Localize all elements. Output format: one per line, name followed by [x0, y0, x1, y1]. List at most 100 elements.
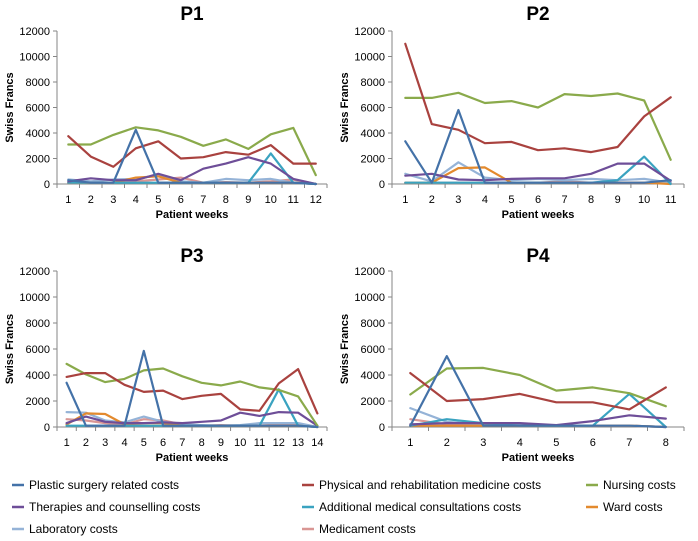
legend-label: Physical and rehabilitation medicine cos… — [319, 478, 541, 492]
legend-item-nursing-costs: Nursing costs — [586, 478, 676, 492]
x-tick-label: 9 — [218, 437, 224, 449]
y-tick-label: 0 — [379, 179, 385, 191]
series-line-physical-and-rehabilitation-medicine-costs — [67, 135, 317, 168]
x-tick-label: 8 — [223, 194, 229, 206]
x-tick-label: 11 — [665, 194, 676, 206]
panel-title: P2 — [526, 4, 549, 25]
series-line-plastic-surgery-related-costs — [67, 128, 317, 186]
series-line-physical-and-rehabilitation-medicine-costs — [409, 372, 667, 411]
legend-item-additional-medical-consultations-costs: Additional medical consultations costs — [302, 500, 521, 514]
legend-item-laboratory-costs: Laboratory costs — [12, 522, 118, 536]
x-tick-label: 7 — [200, 194, 206, 206]
y-tick-label: 8000 — [26, 318, 50, 330]
y-tick-label: 8000 — [361, 77, 385, 89]
panel-p2: P2 0 2000 4000 6000 8000 10000 12000 1 2 3 4 5 6 7 8 9 10… — [339, 4, 685, 221]
series-line-plastic-surgery-related-costs — [65, 349, 319, 429]
y-axis-label: Swiss Francs — [4, 72, 16, 142]
x-tick-label: 8 — [588, 194, 594, 206]
legend-label: Ward costs — [603, 500, 663, 514]
y-tick-label: 4000 — [26, 370, 50, 382]
legend-label: Nursing costs — [603, 478, 676, 492]
legend-label: Therapies and counselling costs — [29, 500, 200, 514]
x-tick-label: 11 — [254, 437, 265, 449]
legend-label: Medicament costs — [319, 522, 416, 536]
x-tick-label: 4 — [517, 437, 523, 449]
x-tick-label: 1 — [65, 194, 71, 206]
x-tick-label: 1 — [64, 437, 70, 449]
x-tick-label: 6 — [178, 194, 184, 206]
series-line-therapies-and-counselling-costs — [65, 411, 319, 427]
y-tick-label: 6000 — [361, 103, 385, 115]
x-axis-label: Patient weeks — [156, 452, 229, 464]
y-tick-label: 0 — [379, 422, 385, 434]
series-line-therapies-and-counselling-costs — [409, 414, 667, 427]
y-tick-label: 0 — [44, 179, 50, 191]
x-tick-label: 11 — [288, 194, 299, 206]
legend: Plastic surgery related costs Physical an… — [12, 478, 676, 536]
x-tick-label: 2 — [444, 437, 450, 449]
x-tick-label: 8 — [199, 437, 205, 449]
y-axis-label: Swiss Francs — [339, 314, 351, 384]
series-line-physical-and-rehabilitation-medicine-costs — [65, 368, 319, 415]
y-tick-label: 12000 — [354, 266, 385, 278]
y-tick-label: 8000 — [361, 318, 385, 330]
legend-label: Additional medical consultations costs — [319, 500, 521, 514]
x-tick-label: 3 — [455, 194, 461, 206]
x-tick-label: 4 — [121, 437, 127, 449]
series-line-physical-and-rehabilitation-medicine-costs — [404, 42, 672, 154]
legend-item-plastic-surgery-related-costs: Plastic surgery related costs — [12, 478, 179, 492]
series-line-plastic-surgery-related-costs — [409, 355, 667, 429]
series-line-laboratory-costs — [404, 161, 672, 184]
x-tick-label: 7 — [626, 437, 632, 449]
x-tick-label: 1 — [402, 194, 408, 206]
x-tick-label: 2 — [83, 437, 89, 449]
y-tick-label: 6000 — [26, 344, 50, 356]
x-tick-label: 7 — [561, 194, 567, 206]
x-tick-label: 6 — [160, 437, 166, 449]
legend-item-medicament-costs: Medicament costs — [302, 522, 416, 536]
series-line-plastic-surgery-related-costs — [404, 108, 672, 184]
x-tick-label: 2 — [429, 194, 435, 206]
y-tick-label: 4000 — [361, 370, 385, 382]
panel-title: P1 — [180, 4, 204, 25]
series-line-nursing-costs — [404, 91, 672, 161]
x-axis-label: Patient weeks — [502, 452, 575, 464]
x-tick-label: 5 — [553, 437, 559, 449]
y-tick-label: 0 — [44, 422, 50, 434]
legend-item-physical-and-rehabilitation-medicine-costs: Physical and rehabilitation medicine cos… — [302, 478, 541, 492]
series-line-nursing-costs — [67, 126, 317, 177]
x-axis-label: Patient weeks — [502, 209, 575, 221]
y-tick-label: 10000 — [19, 52, 50, 64]
y-tick-label: 4000 — [361, 128, 385, 140]
y-tick-label: 2000 — [26, 154, 50, 166]
x-tick-label: 2 — [88, 194, 94, 206]
y-tick-label: 12000 — [19, 266, 50, 278]
x-tick-label: 5 — [141, 437, 147, 449]
y-tick-label: 4000 — [26, 128, 50, 140]
x-axis-label: Patient weeks — [156, 209, 229, 221]
y-tick-label: 2000 — [361, 396, 385, 408]
x-tick-label: 3 — [110, 194, 116, 206]
y-tick-label: 6000 — [361, 344, 385, 356]
x-tick-label: 6 — [535, 194, 541, 206]
x-tick-label: 1 — [407, 437, 413, 449]
x-tick-label: 13 — [292, 437, 304, 449]
legend-label: Plastic surgery related costs — [29, 478, 179, 492]
legend-item-ward-costs: Ward costs — [586, 500, 663, 514]
y-tick-label: 2000 — [361, 154, 385, 166]
x-tick-label: 12 — [273, 437, 285, 449]
x-tick-label: 7 — [179, 437, 185, 449]
x-tick-label: 4 — [133, 194, 139, 206]
x-tick-label: 5 — [155, 194, 161, 206]
y-tick-label: 8000 — [26, 77, 50, 89]
x-tick-label: 8 — [663, 437, 669, 449]
panel-title: P4 — [526, 246, 550, 267]
x-tick-label: 10 — [234, 437, 246, 449]
series-line-therapies-and-counselling-costs — [67, 156, 317, 186]
x-tick-label: 5 — [508, 194, 514, 206]
y-tick-label: 10000 — [354, 292, 385, 304]
